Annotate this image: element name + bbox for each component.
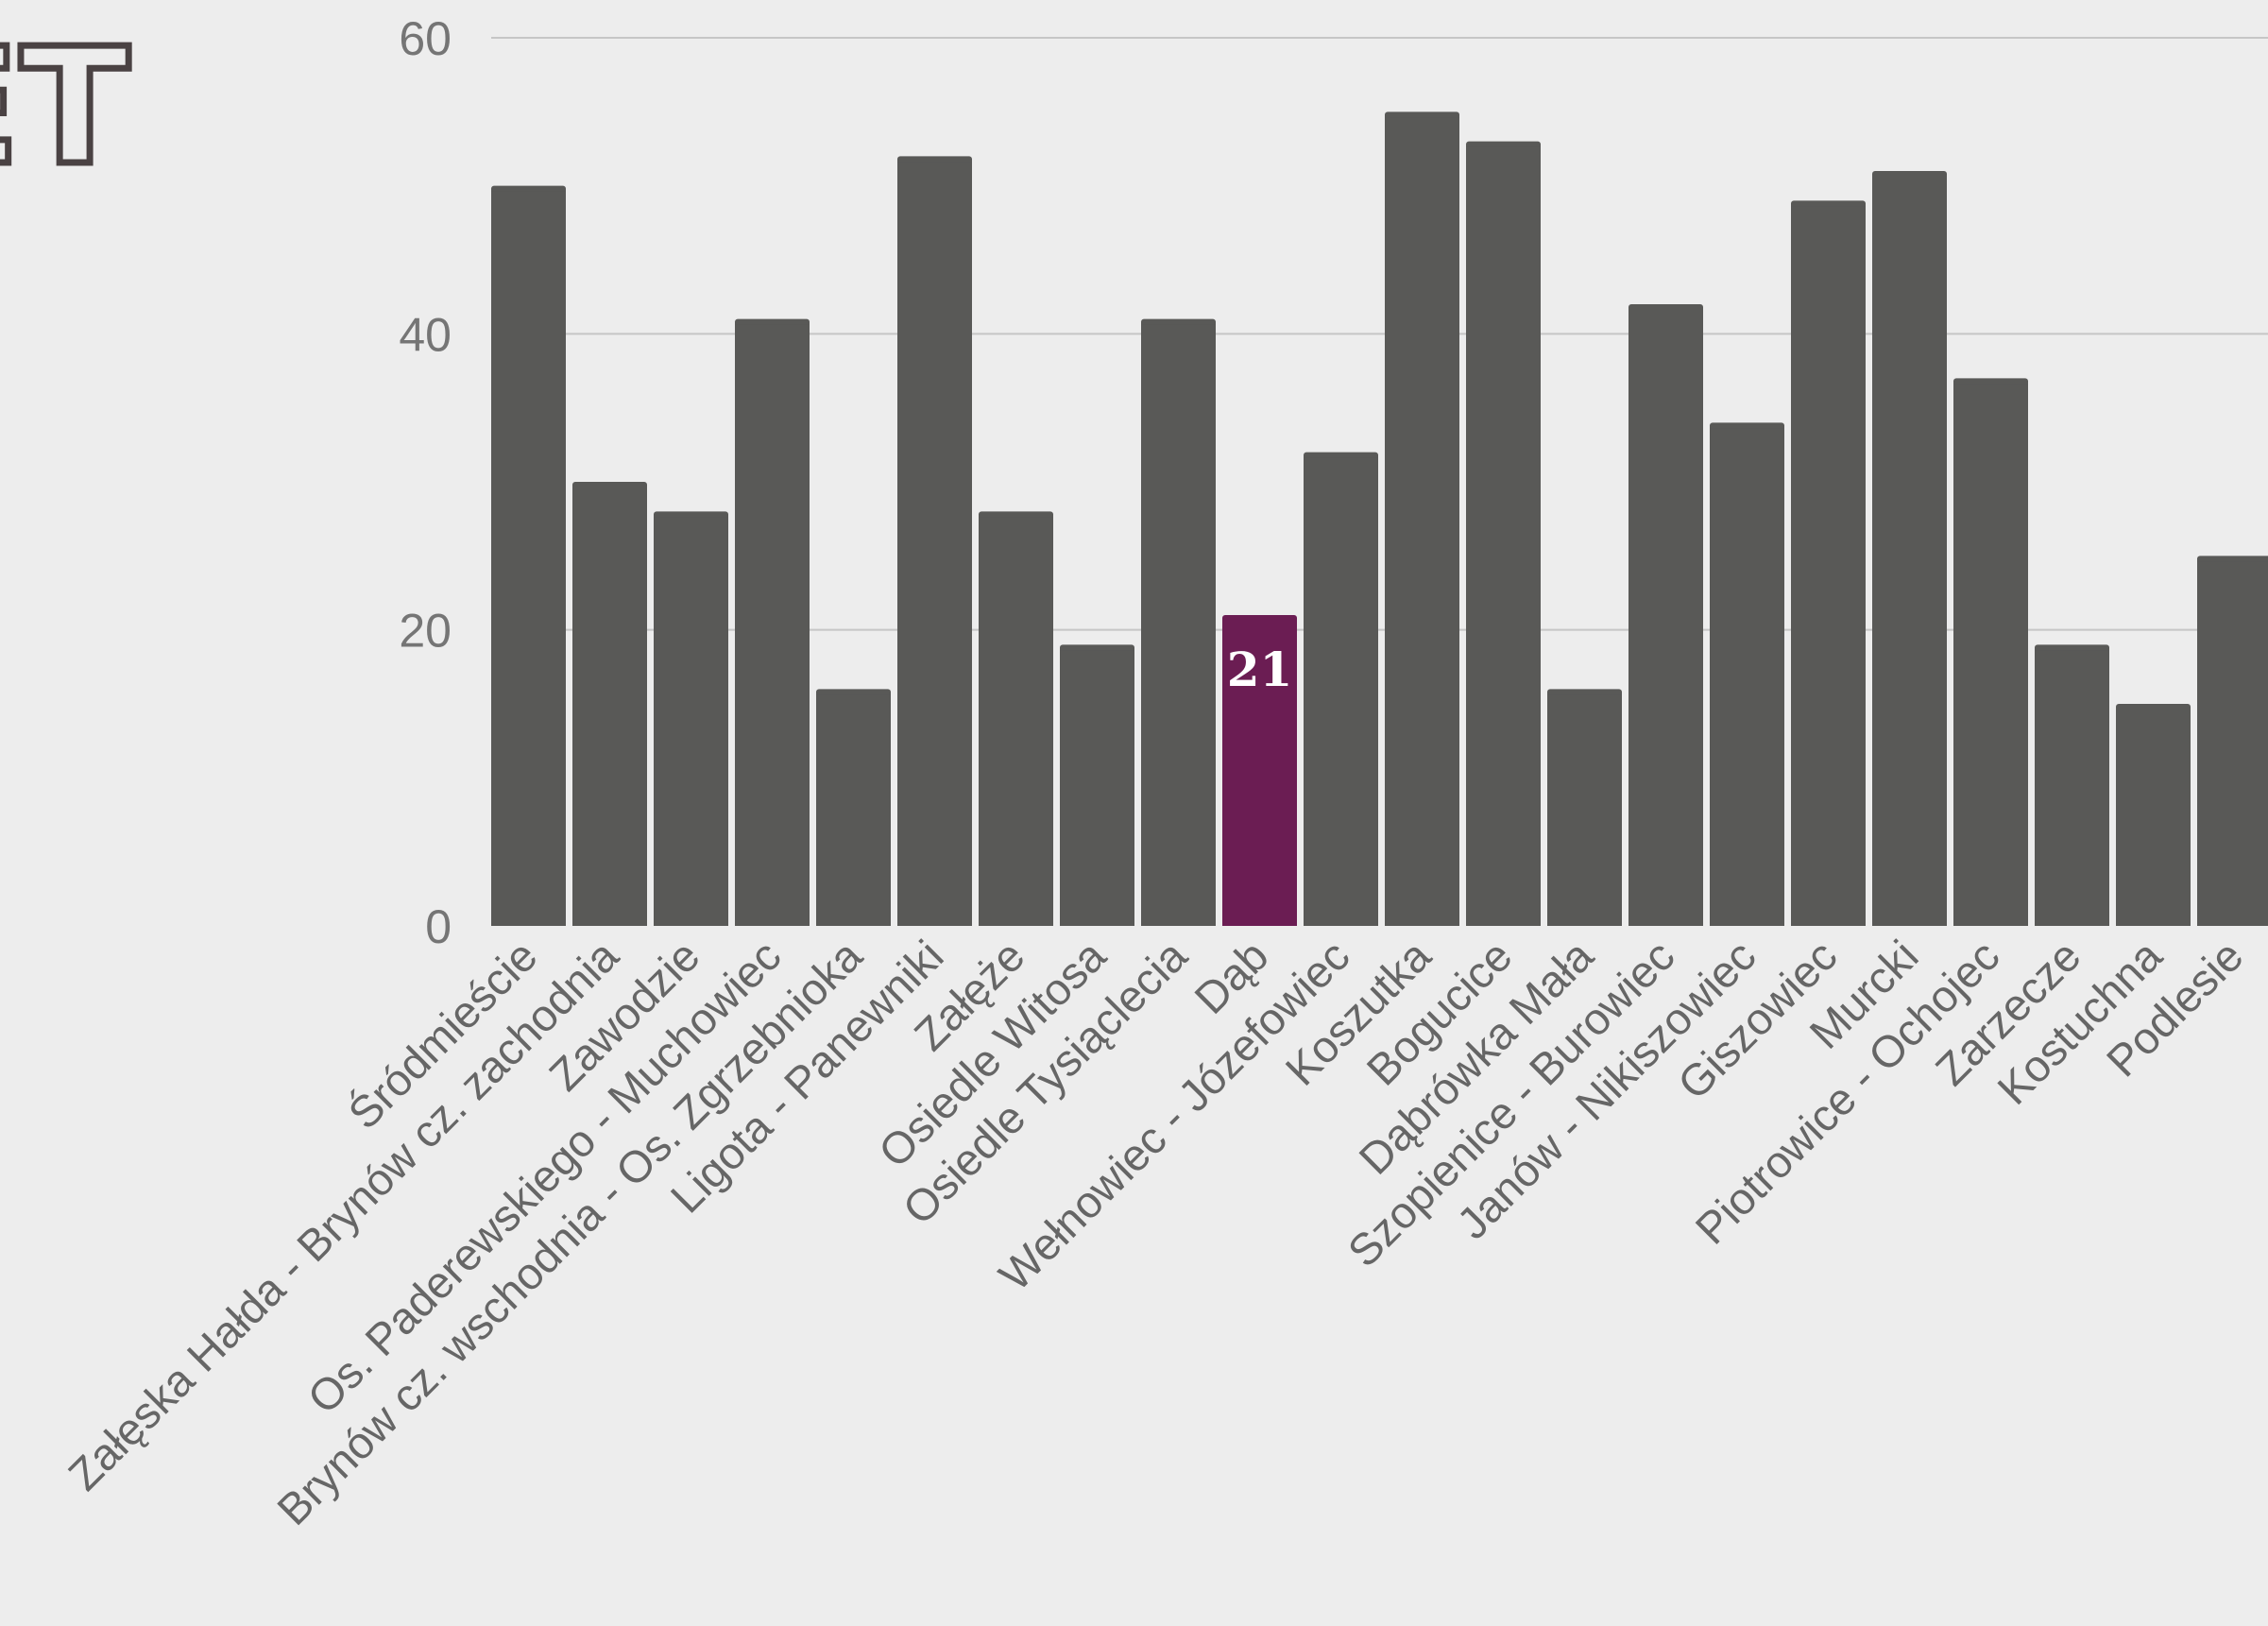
- bar-body: [1629, 310, 1703, 926]
- bar-body: [2197, 561, 2268, 926]
- bar-body: [1547, 694, 1622, 926]
- y-axis-tick-labels: 0 20 40 60: [399, 12, 452, 953]
- bar-body: [1466, 146, 1541, 926]
- bar-body: [1872, 177, 1947, 926]
- bar-body: [1304, 457, 1378, 926]
- bar-body: [1060, 650, 1134, 926]
- bar-body: [1222, 621, 1297, 926]
- y-tick-label: 0: [425, 900, 452, 953]
- bar-body: [735, 324, 810, 927]
- bar-body: [897, 162, 972, 927]
- bar-value-label: 21: [1227, 642, 1293, 697]
- bar-body: [572, 488, 647, 926]
- bar-body: [2116, 710, 2191, 926]
- x-category-label: Załęska Hałda - Brynów cz. zachodnia: [59, 930, 628, 1499]
- bar-body: [1385, 117, 1459, 927]
- bar-body: [979, 517, 1053, 926]
- y-tick-label: 60: [399, 12, 452, 65]
- bar-body: [654, 517, 728, 926]
- bars: [491, 111, 2268, 927]
- bar-body: [1141, 324, 1216, 927]
- bar-body: [1791, 206, 1866, 927]
- bar-body: [1953, 384, 2028, 926]
- y-tick-label: 40: [399, 308, 452, 361]
- bar-body: [491, 191, 566, 926]
- y-tick-label: 20: [399, 605, 452, 658]
- bar-body: [1710, 428, 1784, 926]
- bar-value-labels: 21: [1227, 642, 1293, 697]
- bar-body: [816, 694, 891, 926]
- brand-logo: ET: [0, 11, 133, 205]
- brand-logo-text: ET: [0, 14, 129, 201]
- bar-body: [2035, 650, 2109, 926]
